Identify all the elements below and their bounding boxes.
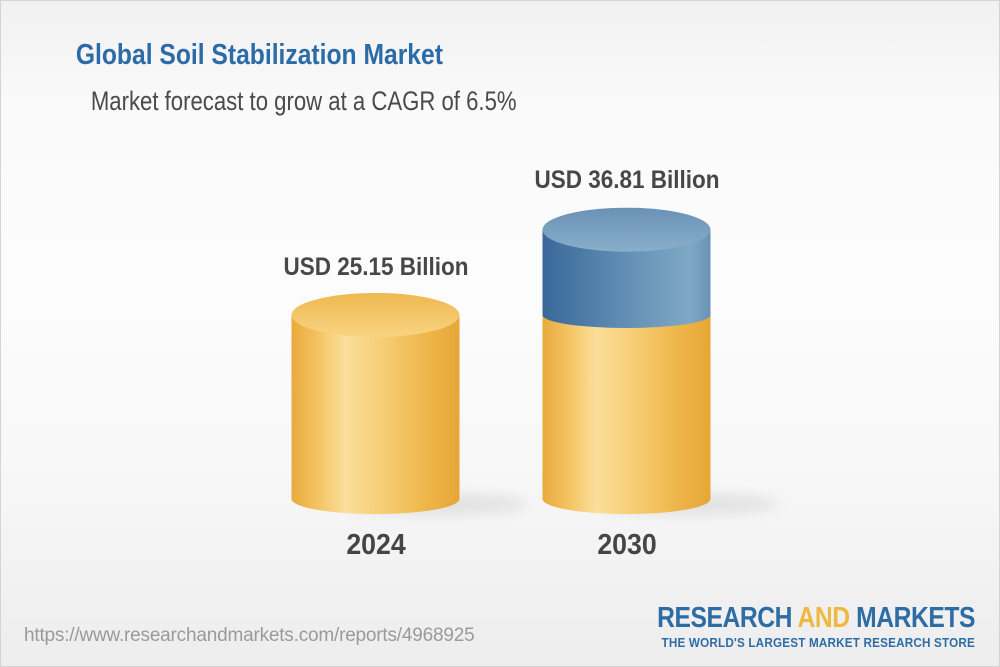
logo-tagline: THE WORLD'S LARGEST MARKET RESEARCH STOR…	[661, 635, 975, 650]
value-label-2024: USD 25.15 Billion	[283, 253, 469, 281]
research-and-markets-logo: RESEARCH AND MARKETS THE WORLD'S LARGEST…	[601, 603, 975, 650]
bar-2024	[291, 293, 460, 514]
logo-word-markets: MARKETS	[856, 602, 975, 634]
chart-title: Global Soil Stabilization Market	[75, 39, 443, 71]
logo-word-and: AND	[797, 602, 851, 634]
logo-wordmark: RESEARCH AND MARKETS	[657, 603, 975, 633]
category-label-2024: 2024	[346, 529, 406, 561]
category-label-2030: 2030	[597, 529, 657, 561]
logo-word-research: RESEARCH	[657, 602, 793, 634]
bar-2030	[542, 207, 711, 514]
chart-subtitle: Market forecast to grow at a CAGR of 6.5…	[90, 86, 517, 116]
value-label-2030: USD 36.81 Billion	[534, 166, 720, 194]
source-url[interactable]: https://www.researchandmarkets.com/repor…	[24, 625, 475, 646]
